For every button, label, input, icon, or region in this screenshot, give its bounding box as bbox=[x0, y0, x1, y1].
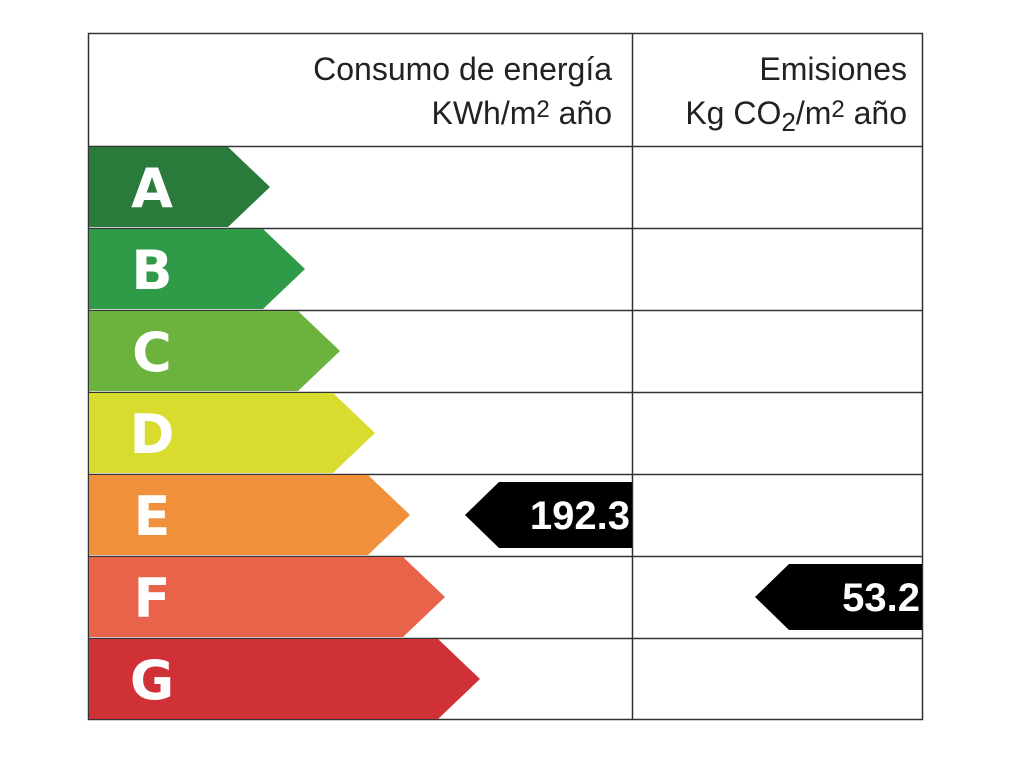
class-arrow bbox=[89, 639, 480, 719]
class-letter: A bbox=[131, 157, 173, 220]
class-letter: E bbox=[134, 485, 171, 548]
class-arrow bbox=[89, 311, 340, 391]
emissions-unit: Kg CO2/m2 año bbox=[685, 95, 907, 137]
class-arrow bbox=[89, 147, 270, 227]
value-label: 192.3 bbox=[530, 494, 630, 538]
energy-unit: KWh/m2 año bbox=[431, 95, 612, 131]
class-letter: G bbox=[130, 649, 174, 712]
frame bbox=[87, 32, 924, 721]
class-letter: D bbox=[130, 403, 175, 466]
unit-text: año bbox=[845, 95, 907, 131]
unit-text: año bbox=[550, 95, 612, 131]
value-label: 53.2 bbox=[842, 576, 920, 620]
unit-text: Kg CO bbox=[685, 95, 781, 131]
value-pointer bbox=[755, 564, 922, 630]
unit-sup: 2 bbox=[536, 96, 549, 123]
value-pointer bbox=[465, 482, 632, 548]
class-arrow bbox=[89, 557, 445, 637]
class-letter: F bbox=[134, 567, 171, 630]
unit-text: /m bbox=[796, 95, 832, 131]
energy-title: Consumo de energía bbox=[313, 51, 612, 87]
unit-sup: 2 bbox=[831, 96, 844, 123]
class-arrow bbox=[89, 475, 410, 555]
class-letter: B bbox=[131, 239, 172, 302]
emissions-title: Emisiones bbox=[759, 51, 907, 87]
class-arrow bbox=[89, 393, 375, 473]
class-letter: C bbox=[132, 321, 172, 384]
class-arrow bbox=[89, 229, 305, 309]
unit-sub: 2 bbox=[781, 107, 795, 137]
unit-text: KWh/m bbox=[431, 95, 536, 131]
